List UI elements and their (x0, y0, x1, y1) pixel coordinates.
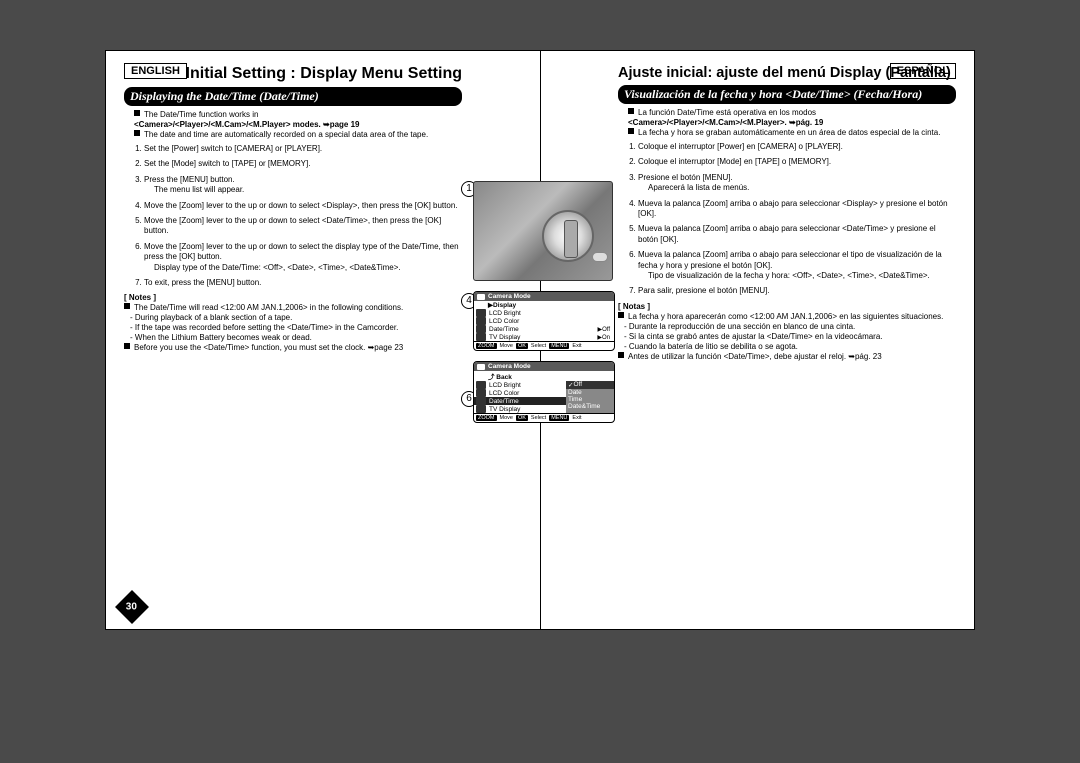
lang-label-es: ESPAÑOL (890, 63, 956, 79)
mode-button-icon (592, 252, 608, 262)
step-7-en: To exit, press the [MENU] button. (144, 278, 462, 288)
steps-en: Set the [Power] switch to [CAMERA] or [P… (144, 144, 462, 288)
step-6-es: Mueva la palanca [Zoom] arriba o abajo p… (638, 250, 956, 281)
power-dial-icon (542, 210, 594, 262)
menu6-rows: LCD Bright LCD Color Date/Time TV Displa… (474, 381, 566, 413)
note-2-es: Si la cinta se grabó antes de ajustar la… (624, 332, 956, 342)
notes-hdr-es: [ Notas ] (618, 302, 956, 312)
menu-screenshot-6: Camera Mode ⤴ Back LCD Bright LCD Color … (473, 361, 615, 423)
intro-line1-es: La función Date/Time está operativa en l… (638, 108, 816, 117)
menu6-footer: ZOOMMove OKSelect MENUExit (474, 413, 614, 422)
note-1-en: During playback of a blank section of a … (130, 313, 462, 323)
diagram-zone: 1 4 Camera Mode ▶Display LCD Bright LCD … (465, 181, 615, 423)
step-1-en: Set the [Power] switch to [CAMERA] or [P… (144, 144, 462, 154)
step-5-es: Mueva la palanca [Zoom] arriba o abajo p… (638, 224, 956, 245)
intro-es: La función Date/Time está operativa en l… (628, 108, 956, 138)
menu-screenshot-4: Camera Mode ▶Display LCD Bright LCD Colo… (473, 291, 615, 351)
steps-es: Coloque el interruptor [Power] en [CAMER… (638, 142, 956, 297)
menu4-footer: ZOOMMove OKSelect MENUExit (474, 341, 614, 350)
intro-line3-en: The date and time are automatically reco… (144, 130, 428, 139)
menu6-sub: ⤴ Back (474, 371, 614, 381)
notes-hdr-en: [ Notes ] (124, 293, 462, 303)
step-4-es: Mueva la palanca [Zoom] arriba o abajo p… (638, 199, 956, 220)
step-6-en: Move the [Zoom] lever to the up or down … (144, 242, 462, 273)
step-4-en: Move the [Zoom] lever to the up or down … (144, 201, 462, 211)
menu6-header: Camera Mode (474, 362, 614, 371)
step-2-es: Coloque el interruptor [Mode] en [TAPE] … (638, 157, 956, 167)
subtitle-en: Displaying the Date/Time (Date/Time) (124, 87, 462, 106)
intro-en: The Date/Time function works in <Camera>… (134, 110, 462, 140)
note-2-en: If the tape was recorded before setting … (130, 323, 462, 333)
step-7-es: Para salir, presione el botón [MENU]. (638, 286, 956, 296)
camera-photo (473, 181, 613, 281)
step-1-es: Coloque el interruptor [Power] en [CAMER… (638, 142, 956, 152)
note-3-en: When the Lithium Battery becomes weak or… (130, 333, 462, 343)
note-1-es: Durante la reproducción de una sección e… (624, 322, 956, 332)
note-3-es: Cuando la batería de litio se debilita o… (624, 342, 956, 352)
menu4-rows: LCD Bright LCD Color Date/Time▶Off TV Di… (474, 309, 614, 341)
intro-line2-en: <Camera>/<Player>/<M.Cam>/<M.Player> mod… (134, 120, 360, 129)
intro-line1-en: The Date/Time function works in (144, 110, 258, 119)
step-3-es: Presione el botón [MENU].Aparecerá la li… (638, 173, 956, 194)
menu4-sub: ▶Display (474, 301, 614, 309)
menu6-opts: ✓Off Date Time Date&Time (566, 381, 614, 413)
menu4-header: Camera Mode (474, 292, 614, 301)
notes-en: [ Notes ] The Date/Time will read <12:00… (124, 293, 462, 353)
lang-label-en: ENGLISH (124, 63, 187, 79)
manual-page: ENGLISH Initial Setting : Display Menu S… (105, 50, 975, 630)
subtitle-es: Visualización de la fecha y hora <Date/T… (618, 85, 956, 104)
step-5-en: Move the [Zoom] lever to the up or down … (144, 216, 462, 237)
intro-line3-es: La fecha y hora se graban automáticament… (638, 128, 940, 137)
step-3-en: Press the [MENU] button.The menu list wi… (144, 175, 462, 196)
notes-es: [ Notas ] La fecha y hora aparecerán com… (618, 302, 956, 362)
intro-line2-es: <Camera>/<Player>/<M.Cam>/<M.Player>. ➥p… (628, 118, 823, 127)
step-2-en: Set the [Mode] switch to [TAPE] or [MEMO… (144, 159, 462, 169)
